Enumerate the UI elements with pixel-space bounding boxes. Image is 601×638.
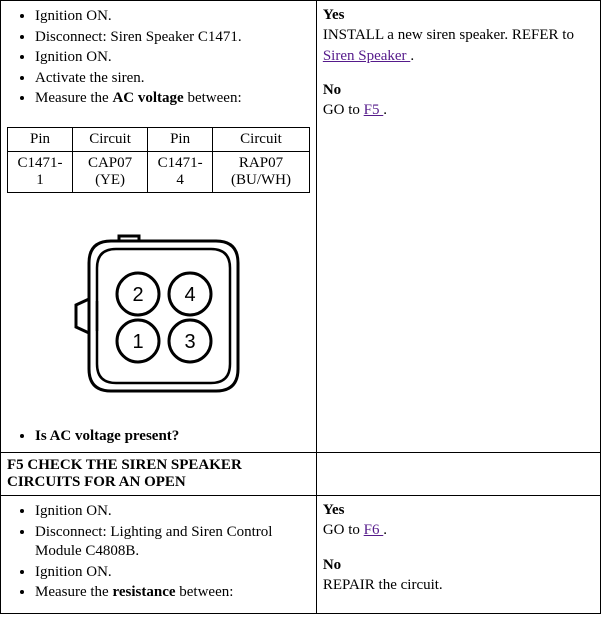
yes-block: Yes INSTALL a new siren speaker. REFER t…: [323, 5, 594, 66]
pin-cell: RAP07 (BU/WH): [213, 151, 310, 192]
siren-speaker-link[interactable]: Siren Speaker: [323, 48, 410, 64]
step: Ignition ON.: [35, 48, 310, 68]
step-measure: Measure the resistance between:: [35, 583, 310, 603]
pin-cell: C1471-1: [8, 151, 73, 192]
f6-link[interactable]: F6: [364, 522, 384, 538]
step: Ignition ON.: [35, 7, 310, 27]
no-block: No GO to F5 .: [323, 80, 594, 121]
pin-cell: CAP07 (YE): [73, 151, 148, 192]
step: Ignition ON.: [35, 502, 310, 522]
yes-block: Yes GO to F6 .: [323, 500, 594, 541]
f5-link[interactable]: F5: [364, 102, 384, 118]
pin-cell: C1471-4: [148, 151, 213, 192]
text: .: [383, 102, 387, 118]
pin-label: 4: [184, 284, 195, 306]
text: Measure the: [35, 90, 112, 106]
no-text: GO to F5 .: [323, 100, 594, 120]
row2-right-cell: Yes GO to F6 . No REPAIR the circuit.: [316, 496, 600, 614]
section-header-empty: [316, 453, 600, 496]
step: Disconnect: Lighting and Siren Control M…: [35, 523, 310, 562]
pin-table: Pin Circuit Pin Circuit C1471-1 CAP07 (Y…: [7, 127, 310, 193]
section-header-f5: F5 CHECK THE SIREN SPEAKER CIRCUITS FOR …: [1, 453, 317, 496]
text: INSTALL a new siren speaker. REFER to: [323, 27, 574, 43]
no-text: REPAIR the circuit.: [323, 575, 594, 595]
row1-right-cell: Yes INSTALL a new siren speaker. REFER t…: [316, 1, 600, 453]
pin-label: 3: [184, 331, 195, 353]
text: GO to: [323, 102, 364, 118]
row1-steps-list: Ignition ON. Disconnect: Siren Speaker C…: [7, 7, 310, 109]
step: Activate the siren.: [35, 69, 310, 89]
no-label: No: [323, 80, 594, 100]
no-block: No REPAIR the circuit.: [323, 555, 594, 596]
text-bold: resistance: [112, 584, 175, 600]
text: Measure the: [35, 584, 112, 600]
row2-steps-list: Ignition ON. Disconnect: Lighting and Si…: [7, 502, 310, 603]
text: GO to: [323, 522, 364, 538]
question-list: Is AC voltage present?: [7, 427, 310, 447]
yes-text: GO to F6 .: [323, 520, 594, 540]
pin-label: 2: [132, 284, 143, 306]
diagnostic-table: Ignition ON. Disconnect: Siren Speaker C…: [0, 0, 601, 614]
yes-text: INSTALL a new siren speaker. REFER to Si…: [323, 25, 594, 66]
row1-left-cell: Ignition ON. Disconnect: Siren Speaker C…: [1, 1, 317, 453]
pin-header: Pin: [148, 127, 213, 151]
pin-header: Circuit: [213, 127, 310, 151]
connector-diagram: 2 4 1 3: [7, 229, 310, 409]
no-label: No: [323, 555, 594, 575]
pin-label: 1: [132, 331, 143, 353]
question: Is AC voltage present?: [35, 427, 310, 447]
yes-label: Yes: [323, 5, 594, 25]
text: .: [410, 48, 414, 64]
connector-icon: 2 4 1 3: [66, 229, 251, 404]
text: between:: [184, 90, 242, 106]
text: .: [383, 522, 387, 538]
step-measure: Measure the AC voltage between:: [35, 89, 310, 109]
row2-left-cell: Ignition ON. Disconnect: Lighting and Si…: [1, 496, 317, 614]
step: Ignition ON.: [35, 563, 310, 583]
step: Disconnect: Siren Speaker C1471.: [35, 28, 310, 48]
pin-header: Pin: [8, 127, 73, 151]
pin-header: Circuit: [73, 127, 148, 151]
yes-label: Yes: [323, 500, 594, 520]
text-bold: AC voltage: [112, 90, 183, 106]
text: between:: [176, 584, 234, 600]
